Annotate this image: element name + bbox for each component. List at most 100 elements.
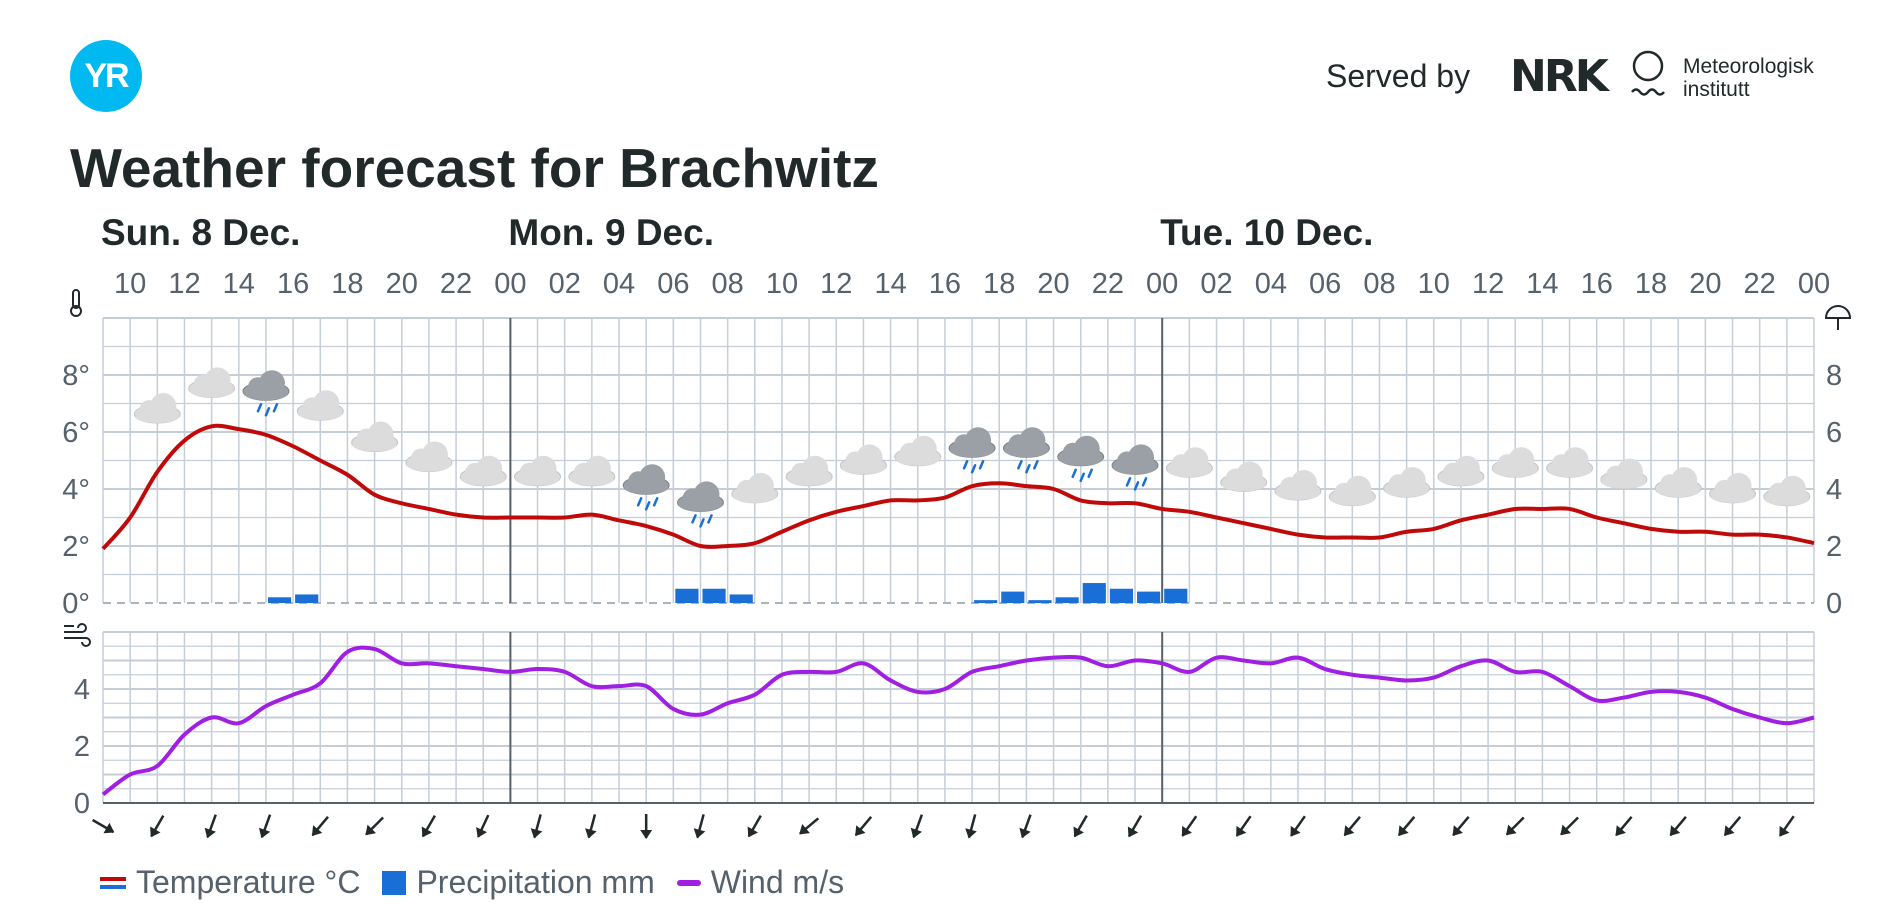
precipitation-swatch xyxy=(382,870,407,895)
thermometer-icon xyxy=(70,289,82,317)
x-tick-label: 02 xyxy=(1200,268,1232,300)
cloud-icon xyxy=(405,441,453,472)
wind-arrow-icon xyxy=(1505,816,1525,836)
wind-arrow-icon xyxy=(799,817,820,835)
x-tick-label: 10 xyxy=(766,268,798,300)
temp-y-tick-label: 0° xyxy=(62,588,90,620)
legend-precipitation: Precipitation mm xyxy=(382,864,655,901)
cloud-icon xyxy=(1165,447,1213,478)
nrk-logo[interactable]: NRK xyxy=(1510,51,1609,102)
rain-cloud-icon xyxy=(622,464,670,511)
weather-icons xyxy=(133,367,1811,528)
precipitation-bar xyxy=(1001,591,1025,603)
wind-arrow-icon xyxy=(365,816,384,836)
precipitation-bar xyxy=(1055,597,1079,603)
cloud-icon xyxy=(351,421,399,453)
rain-cloud-icon xyxy=(1057,435,1105,483)
x-tick-label: 20 xyxy=(1689,268,1721,300)
temp-y-tick-label: 6° xyxy=(62,417,90,449)
wind-arrow-icon xyxy=(476,814,490,838)
wind-y-tick-label: 2 xyxy=(74,731,90,763)
x-tick-label: 18 xyxy=(1635,268,1667,300)
cloud-icon xyxy=(1600,458,1648,490)
wind-y-tick-label: 0 xyxy=(74,788,90,820)
x-tick-label: 14 xyxy=(1526,268,1558,300)
wind-arrow-icon xyxy=(1290,815,1306,837)
precip-y-tick-label: 8 xyxy=(1826,360,1842,392)
wind-arrow-icon xyxy=(150,814,165,838)
cloud-icon xyxy=(1763,475,1811,507)
legend-precipitation-label: Precipitation mm xyxy=(416,864,655,900)
cloud-icon xyxy=(188,367,236,398)
cloud-icon xyxy=(296,390,344,421)
x-tick-label: 20 xyxy=(1037,268,1069,300)
precip-y-tick-label: 6 xyxy=(1826,417,1842,449)
x-tick-label: 08 xyxy=(1363,268,1395,300)
rain-cloud-icon xyxy=(948,427,996,474)
precipitation-bar xyxy=(729,594,753,603)
umbrella-icon xyxy=(1824,305,1852,330)
wind-arrow-icon xyxy=(311,816,329,836)
precipitation-bar xyxy=(1137,591,1161,603)
yr-logo[interactable]: YR xyxy=(70,40,142,112)
x-tick-label: 10 xyxy=(114,268,146,300)
wind-arrow-icon xyxy=(1073,814,1088,838)
cloud-icon xyxy=(1709,472,1757,504)
precip-y-tick-label: 0 xyxy=(1826,588,1842,620)
legend-temperature: Temperature °C xyxy=(100,864,360,901)
x-tick-label: 18 xyxy=(331,268,363,300)
x-tick-label: 18 xyxy=(983,268,1015,300)
x-tick-label: 12 xyxy=(1472,268,1504,300)
wind-arrow-icon xyxy=(421,814,436,838)
wind-arrow-icon xyxy=(1452,816,1470,836)
served-by-label: Served by xyxy=(1326,58,1471,94)
wind-direction-arrows xyxy=(91,814,1795,839)
met-institute-logo-text[interactable]: Meteorologisk institutt xyxy=(1683,55,1814,101)
rain-cloud-icon xyxy=(1002,427,1050,474)
day-label: Sun. 8 Dec. xyxy=(101,212,301,253)
wind-icon xyxy=(64,623,91,647)
x-tick-label: 16 xyxy=(1581,268,1613,300)
x-tick-label: 04 xyxy=(603,268,635,300)
wind-arrow-icon xyxy=(1181,815,1198,837)
x-tick-label: 14 xyxy=(223,268,255,300)
x-tick-label: 22 xyxy=(1744,268,1776,300)
legend-temperature-label: Temperature °C xyxy=(136,864,361,900)
day-label: Mon. 9 Dec. xyxy=(508,212,714,253)
cloud-icon xyxy=(1654,467,1702,498)
wind-arrow-icon xyxy=(1343,816,1361,836)
wind-arrow-icon xyxy=(1723,816,1742,836)
precipitation-bar xyxy=(1082,583,1106,603)
rain-cloud-icon xyxy=(1111,444,1159,491)
wind-arrow-icon xyxy=(530,814,543,839)
precipitation-bars xyxy=(267,583,1188,603)
met-institute-icon[interactable] xyxy=(1630,50,1666,106)
precipitation-bar xyxy=(295,594,319,603)
wind-arrow-icon xyxy=(91,818,115,834)
wind-y-tick-label: 4 xyxy=(74,674,90,706)
precipitation-bar xyxy=(1164,588,1188,603)
wind-arrow-icon xyxy=(204,814,217,839)
wind-line xyxy=(101,645,1815,797)
precipitation-bar xyxy=(1109,588,1134,603)
cloud-icon xyxy=(894,435,942,467)
cloud-icon xyxy=(839,444,887,475)
wind-arrow-icon xyxy=(693,814,706,839)
x-tick-label: 02 xyxy=(549,268,581,300)
temp-y-tick-label: 8° xyxy=(62,360,90,392)
cloud-icon xyxy=(1546,447,1594,478)
day-label: Tue. 10 Dec. xyxy=(1160,212,1374,253)
met-line-2: institutt xyxy=(1683,78,1750,101)
met-line-1: Meteorologisk xyxy=(1683,55,1814,78)
cloud-icon xyxy=(1328,475,1376,507)
cloud-icon xyxy=(514,455,562,487)
x-tick-label: 04 xyxy=(1255,268,1287,300)
wind-arrow-icon xyxy=(1127,814,1143,838)
legend-wind-label: Wind m/s xyxy=(710,864,845,900)
precipitation-bar xyxy=(1028,600,1052,603)
wind-arrow-icon xyxy=(1019,814,1032,839)
x-tick-label: 10 xyxy=(1418,268,1450,300)
cloud-icon xyxy=(1491,447,1539,478)
cloud-icon xyxy=(731,472,779,504)
